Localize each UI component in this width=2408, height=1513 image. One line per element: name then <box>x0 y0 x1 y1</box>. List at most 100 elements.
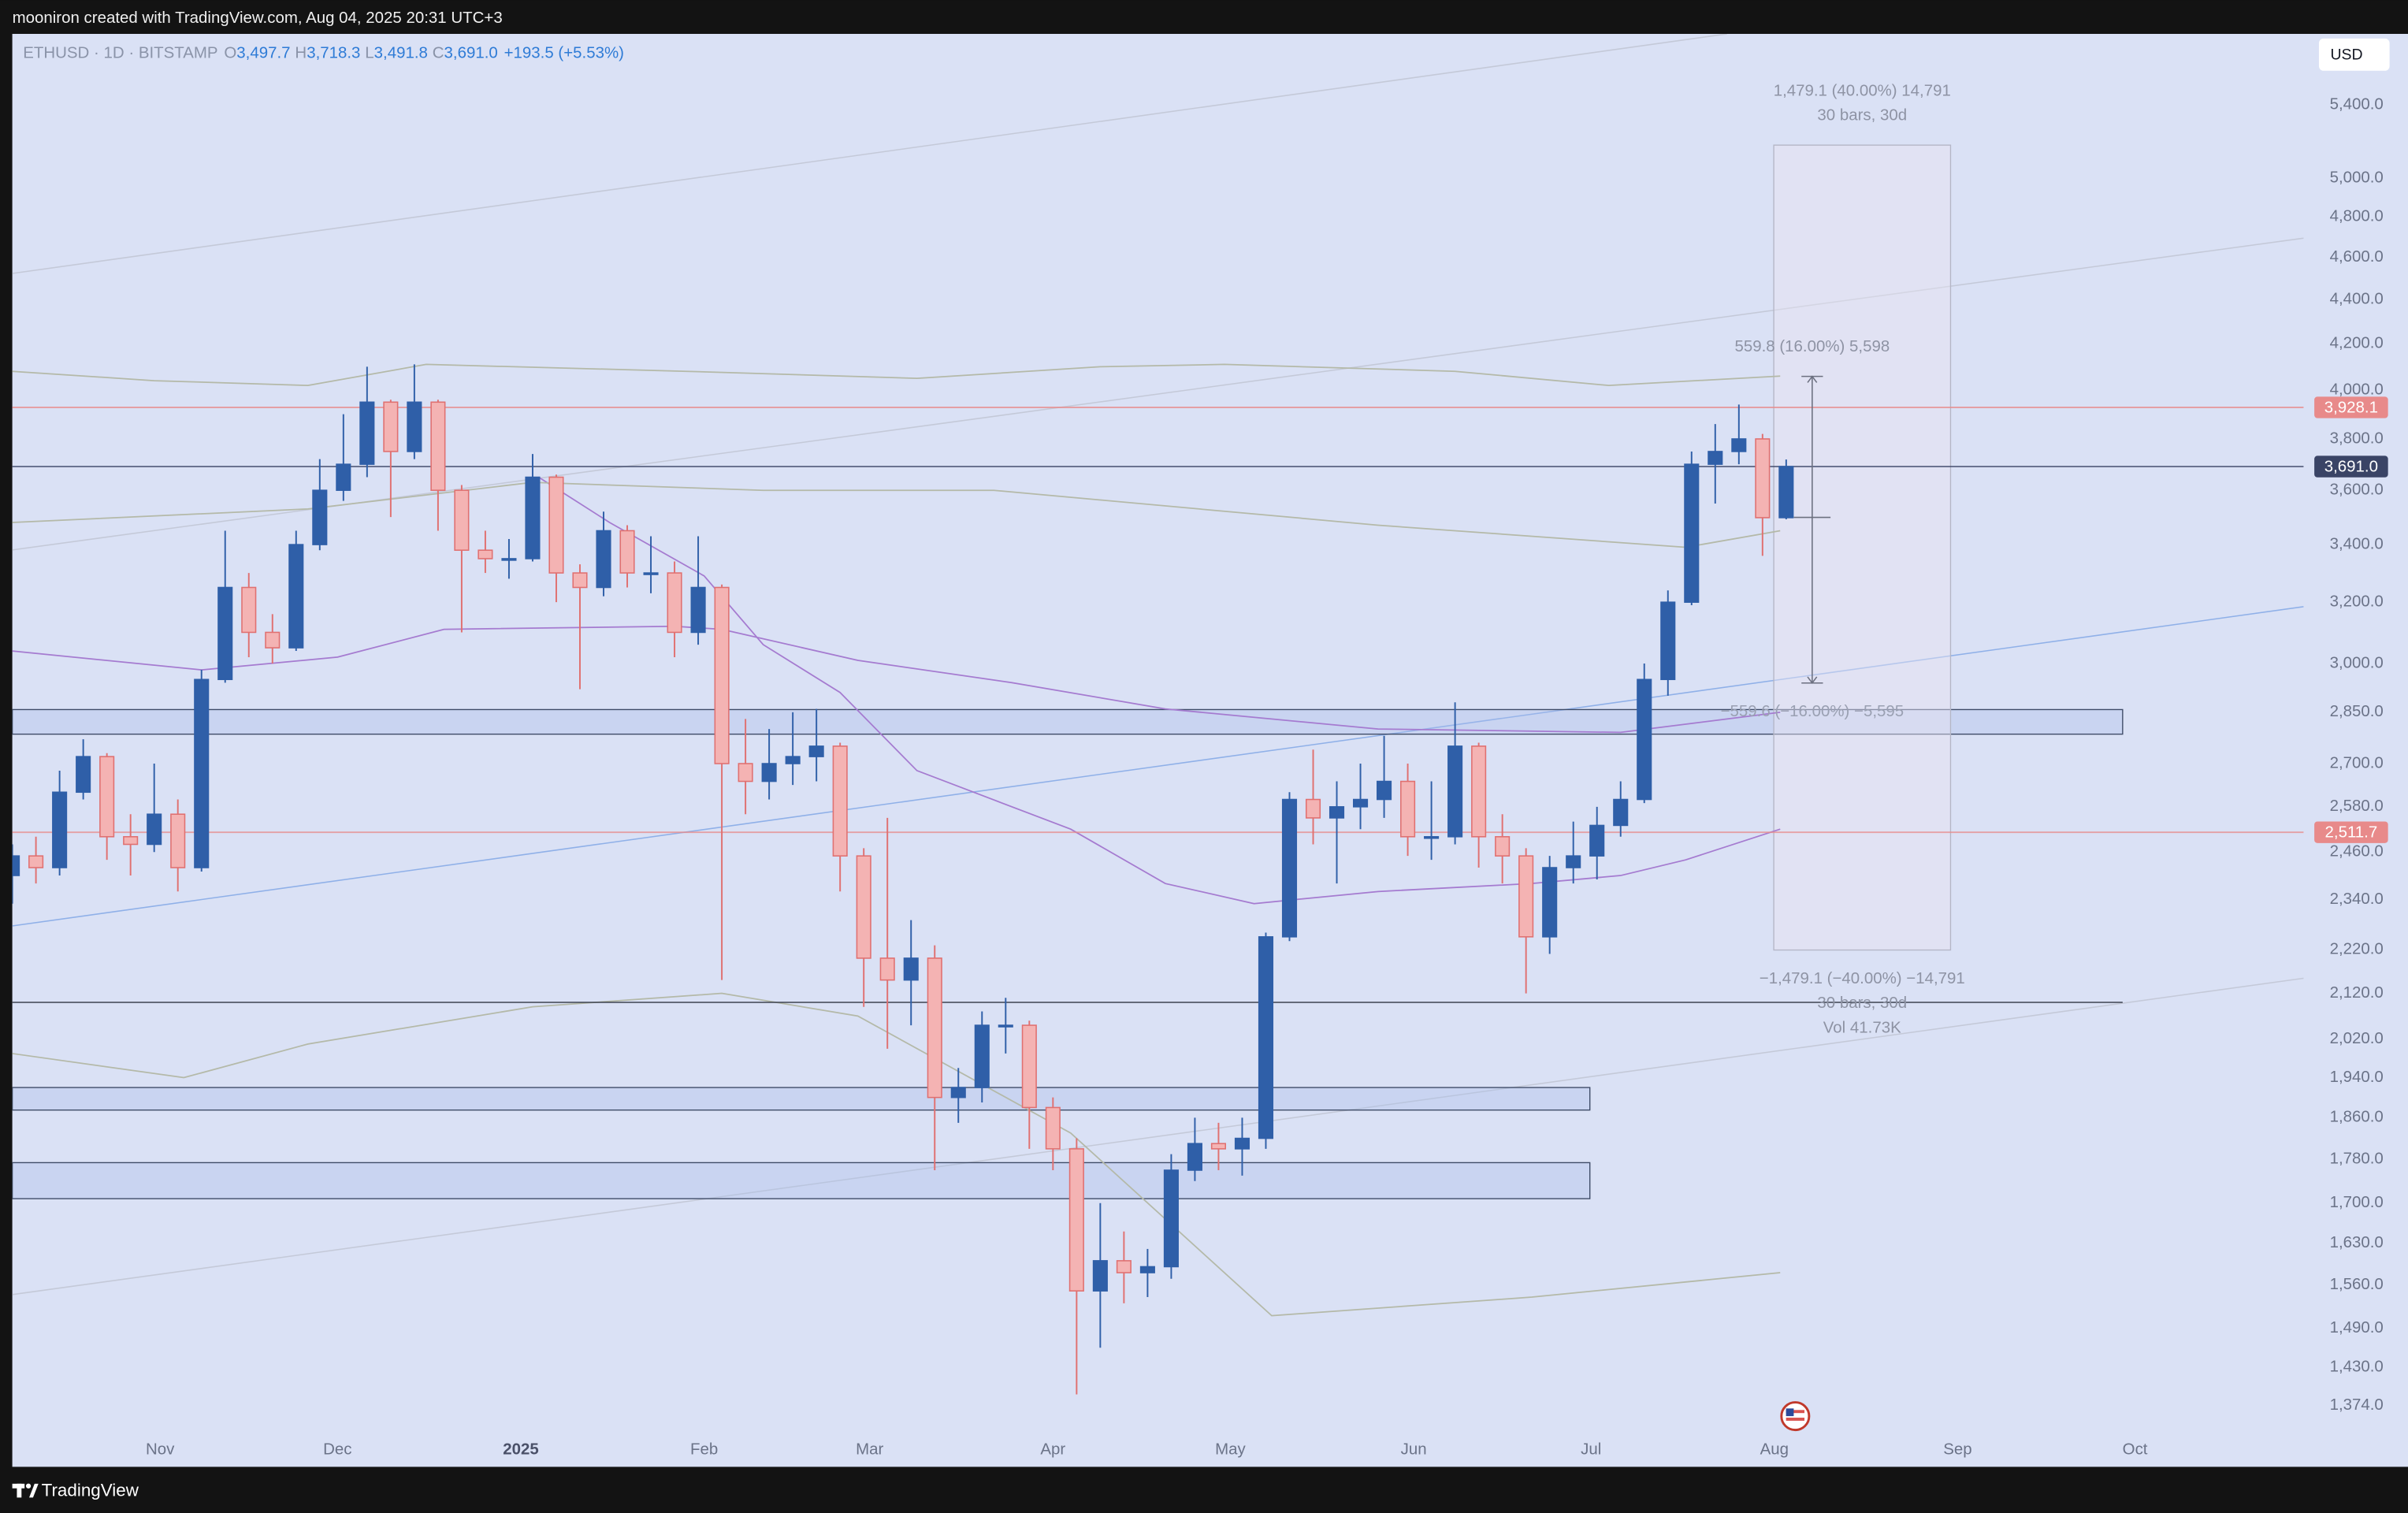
y-tick-label: 1,700.0 <box>2330 1193 2384 1211</box>
candle-body <box>1116 1260 1132 1273</box>
brand: TradingView <box>42 1481 139 1500</box>
candle-body <box>832 745 848 857</box>
symbol-header: ETHUSD · 1D · BITSTAMP O3,497.7 H3,718.3 L3… <box>23 44 624 62</box>
candle-body <box>714 586 730 764</box>
zone <box>12 1162 1591 1199</box>
y-tick-label: 3,200.0 <box>2330 593 2384 611</box>
y-tick-label: 2,700.0 <box>2330 753 2384 771</box>
x-tick-label: Oct <box>2123 1440 2148 1458</box>
candle-body <box>288 544 304 649</box>
candle-body <box>1352 798 1369 808</box>
ohlc-value: 3,497.7 <box>236 44 290 62</box>
y-tick-label: 1,630.0 <box>2330 1233 2384 1251</box>
symbol: ETHUSD · 1D · BITSTAMP <box>23 44 217 62</box>
price-tag <box>2314 821 2388 843</box>
candle-body <box>52 791 68 868</box>
measure-label: −559.6 (−16.00%) −5,595 <box>1721 702 1904 720</box>
candle-body <box>903 957 919 981</box>
candle-body <box>217 586 233 681</box>
candle-body <box>667 572 682 634</box>
candle-body <box>312 489 328 545</box>
y-tick-label: 2,850.0 <box>2330 702 2384 720</box>
candle-body <box>1589 824 1605 857</box>
plot-area <box>12 34 2304 1395</box>
candle-body <box>927 957 942 1099</box>
measure-box <box>1773 144 1952 951</box>
change: +193.5 (+5.53%) <box>504 44 624 62</box>
trend-line <box>12 606 2304 927</box>
candle-body <box>785 756 801 764</box>
overlay-line <box>12 625 1781 734</box>
candle-body <box>28 855 44 868</box>
candle-body <box>596 530 611 589</box>
candle-body <box>1613 798 1629 827</box>
candle-body <box>1447 745 1463 838</box>
candle-body <box>998 1024 1013 1028</box>
candle-body <box>619 530 635 574</box>
y-tick-label: 4,000.0 <box>2330 381 2384 399</box>
measure-label: 559.8 (16.00%) 5,598 <box>1735 337 1890 355</box>
y-tick-label: 2,020.0 <box>2330 1029 2384 1047</box>
y-tick-label: 1,560.0 <box>2330 1275 2384 1293</box>
y-tick-label: 1,780.0 <box>2330 1150 2384 1168</box>
candle-body <box>430 401 446 491</box>
measure-label: Vol 41.73K <box>1823 1018 1901 1036</box>
y-tick-label: 3,600.0 <box>2330 481 2384 499</box>
candle-body <box>1495 836 1511 857</box>
candle-body <box>241 586 257 634</box>
x-tick-label: Aug <box>1760 1440 1789 1458</box>
candle-body <box>808 745 824 757</box>
candle-body <box>1566 855 1581 868</box>
currency[interactable]: USD <box>2330 46 2362 63</box>
x-tick-label: 2025 <box>503 1440 539 1458</box>
x-tick-label: Jul <box>1581 1440 1601 1458</box>
candle-body <box>1400 780 1416 838</box>
measure-label: −1,479.1 (−40.00%) −14,791 <box>1760 969 1965 987</box>
ohlc-key: H <box>295 44 307 62</box>
x-tick-label: Nov <box>146 1440 175 1458</box>
candle-body <box>879 957 895 981</box>
y-tick-label: 1,860.0 <box>2330 1108 2384 1126</box>
candle-body <box>856 855 871 959</box>
candle-body <box>1471 745 1487 838</box>
watermark: mooniron created with TradingView.com, A… <box>13 9 503 27</box>
x-tick-label: Dec <box>323 1440 351 1458</box>
candle-body <box>454 489 470 551</box>
measure-label: 30 bars, 30d <box>1817 994 1907 1012</box>
y-tick-label: 4,600.0 <box>2330 247 2384 266</box>
y-tick-label: 5,000.0 <box>2330 169 2384 187</box>
arrow-head <box>1807 676 1818 685</box>
overlay-line <box>12 992 1781 1317</box>
candle-body <box>359 401 375 465</box>
plot-background <box>12 34 2408 1467</box>
ohlc-value: 3,691.0 <box>444 44 498 62</box>
price-tag <box>2314 396 2388 418</box>
ohlc-value: 3,718.3 <box>307 44 360 62</box>
candle-body <box>478 549 493 559</box>
candle-body <box>501 558 517 561</box>
y-tick-label: 3,400.0 <box>2330 534 2384 552</box>
trend-line <box>12 34 1727 274</box>
candle-body <box>974 1024 990 1088</box>
candle-body <box>265 631 281 649</box>
measure-label: 1,479.1 (40.00%) 14,791 <box>1774 81 1951 99</box>
x-tick-label: Apr <box>1040 1440 1065 1458</box>
measure-label: 30 bars, 30d <box>1817 106 1907 125</box>
ohlc-key: O <box>224 44 236 62</box>
candle-body <box>1731 438 1747 452</box>
currency-button[interactable] <box>2318 38 2390 71</box>
y-tick-label: 2,220.0 <box>2330 939 2384 957</box>
trend-line <box>12 237 2304 551</box>
candle-body <box>572 572 588 589</box>
candle-body <box>336 463 351 491</box>
candle-body <box>761 763 777 783</box>
trend-line <box>12 977 2304 1296</box>
y-tick-label: 3,000.0 <box>2330 653 2384 671</box>
ohlc-key: C <box>433 44 444 62</box>
y-tick-label: 2,120.0 <box>2330 983 2384 1002</box>
candle-body <box>1163 1169 1179 1268</box>
candle-body <box>12 855 20 876</box>
candle-body <box>1424 836 1440 839</box>
y-tick-label: 4,400.0 <box>2330 290 2384 308</box>
candle-body <box>950 1087 966 1099</box>
